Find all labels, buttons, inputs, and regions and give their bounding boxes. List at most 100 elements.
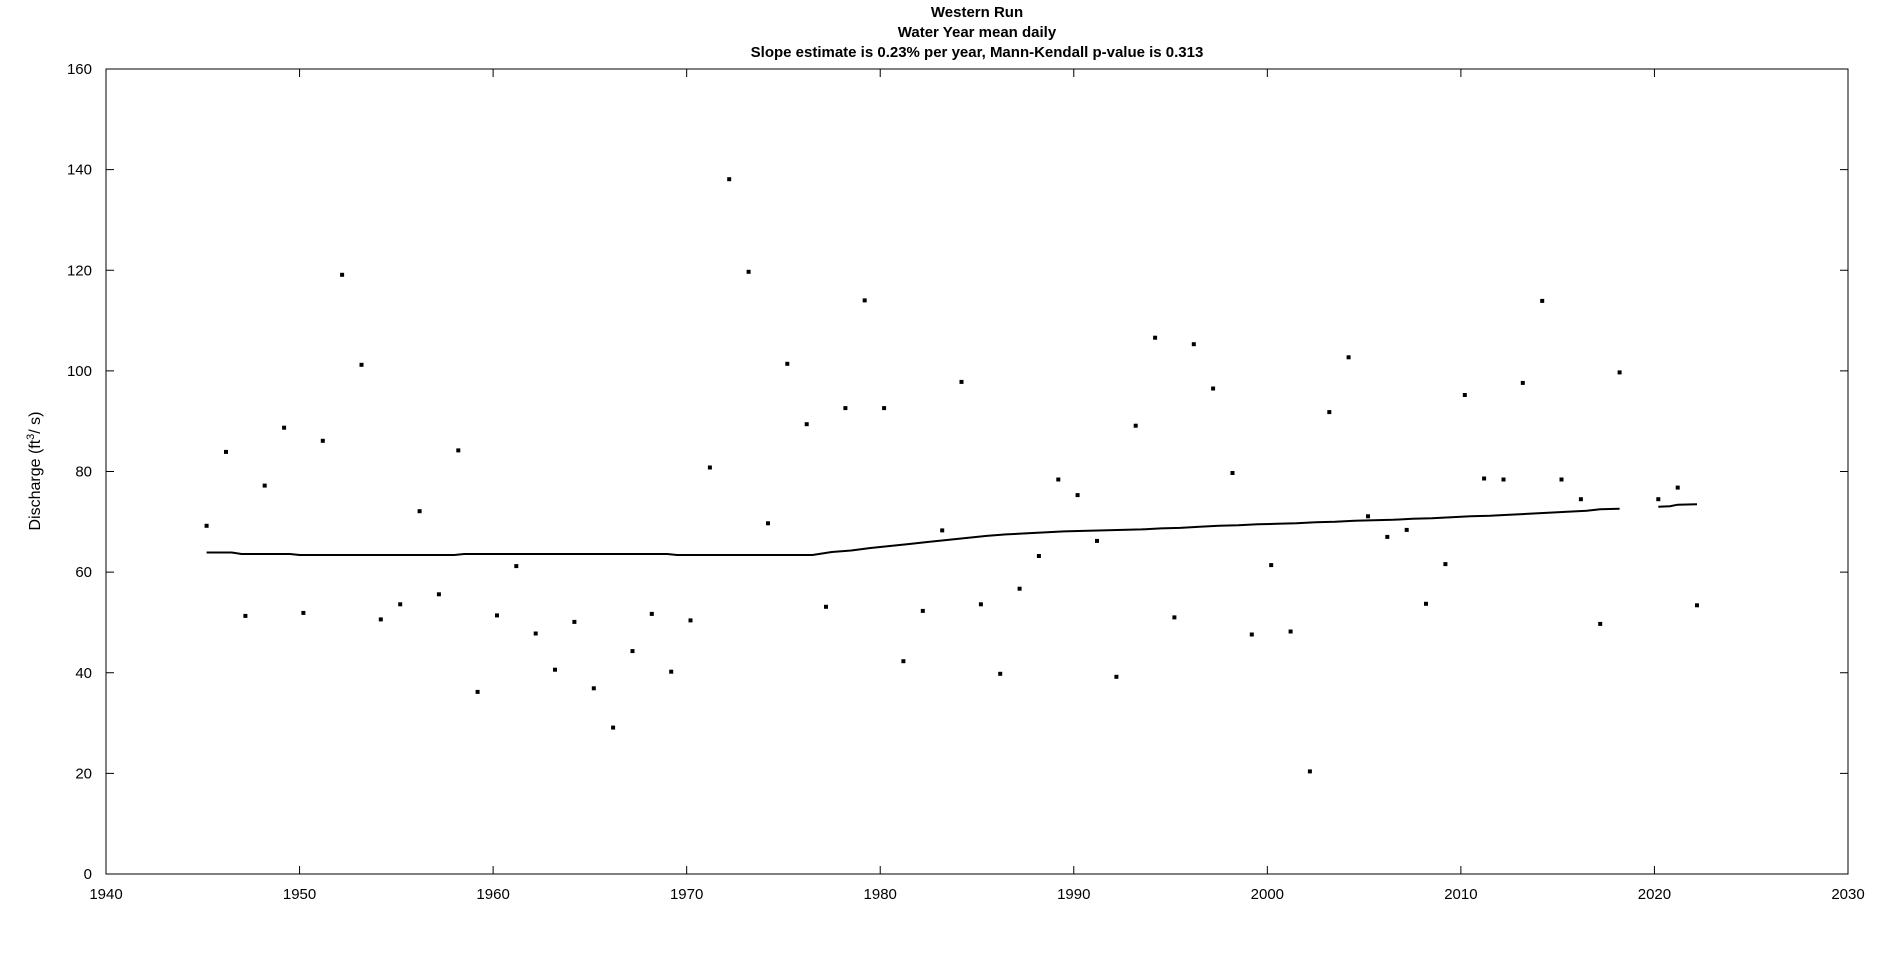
- data-point: [456, 448, 461, 453]
- data-point: [959, 379, 964, 384]
- data-point: [1443, 562, 1448, 567]
- data-point: [669, 669, 674, 674]
- x-axis: 1940 1950 1960 1970 1980 1990 2000 2010 2020 2030: [89, 69, 1865, 903]
- x-tick-label: 1980: [864, 886, 897, 903]
- data-point: [1307, 769, 1312, 774]
- data-point: [243, 613, 248, 618]
- data-point: [204, 523, 209, 528]
- data-point: [978, 602, 983, 607]
- y-tick-label: 60: [75, 564, 92, 581]
- y-tick-label: 100: [67, 363, 92, 380]
- data-point: [1617, 370, 1622, 375]
- y-tick-label: 80: [75, 464, 92, 481]
- data-point: [1501, 477, 1506, 482]
- y-tick-label: 160: [67, 61, 92, 78]
- data-point: [1056, 477, 1061, 482]
- data-point: [1482, 476, 1487, 481]
- x-tick-label: 1950: [283, 886, 316, 903]
- data-point: [533, 631, 538, 636]
- data-point: [1540, 298, 1545, 303]
- plot-frame: [105, 68, 1849, 875]
- data-point: [475, 689, 480, 694]
- data-point: [436, 592, 441, 597]
- data-point: [1404, 527, 1409, 532]
- data-point: [746, 269, 751, 274]
- data-point: [901, 659, 906, 664]
- data-point: [398, 602, 403, 607]
- data-point: [1075, 493, 1080, 498]
- data-point: [378, 617, 383, 622]
- chart-title: Western Run: [931, 4, 1023, 21]
- x-tick-label: 1960: [476, 886, 509, 903]
- data-point: [1559, 477, 1564, 482]
- data-point: [1269, 563, 1274, 568]
- data-point: [707, 465, 712, 470]
- data-point: [1095, 538, 1099, 543]
- data-points: [204, 177, 1699, 774]
- data-point: [1675, 485, 1680, 490]
- data-point: [1249, 632, 1254, 637]
- chart-annotation: Slope estimate is 0.23% per year, Mann-K…: [751, 44, 1204, 61]
- data-point: [1288, 629, 1293, 634]
- data-point: [804, 422, 809, 427]
- data-point: [862, 298, 867, 303]
- data-point: [1385, 534, 1390, 539]
- data-point: [301, 610, 306, 615]
- data-point: [224, 449, 228, 454]
- data-point: [940, 528, 945, 533]
- y-axis-label-suffix: / s): [27, 411, 44, 433]
- data-point: [262, 483, 267, 488]
- data-point: [1211, 386, 1216, 391]
- data-point: [417, 509, 422, 514]
- trend-lines: [206, 503, 1698, 556]
- data-point: [1424, 601, 1428, 606]
- data-point: [920, 608, 925, 613]
- trend-line: [1658, 503, 1698, 508]
- x-tick-label: 2030: [1831, 886, 1864, 903]
- y-tick-label: 0: [84, 866, 92, 883]
- data-point: [1172, 615, 1177, 620]
- y-axis-label-superscript: 3: [25, 434, 37, 440]
- data-point: [611, 725, 616, 730]
- data-point: [766, 521, 770, 526]
- data-point: [882, 406, 887, 411]
- data-point: [282, 425, 287, 430]
- data-point: [572, 619, 577, 624]
- data-point: [824, 604, 828, 609]
- y-tick-label: 120: [67, 262, 92, 279]
- x-tick-label: 2000: [1251, 886, 1284, 903]
- data-point: [514, 564, 519, 569]
- data-point: [1346, 355, 1351, 360]
- data-point: [1191, 342, 1196, 347]
- data-point: [1520, 380, 1525, 385]
- data-point: [320, 438, 325, 443]
- data-point: [495, 613, 499, 618]
- y-tick-label: 40: [75, 665, 92, 682]
- data-point: [727, 177, 732, 182]
- chart-subtitle: Water Year mean daily: [898, 24, 1057, 41]
- data-point: [688, 618, 693, 623]
- data-point: [1133, 423, 1138, 428]
- data-point: [1598, 621, 1603, 626]
- data-point: [1017, 586, 1022, 591]
- x-tick-label: 1940: [89, 886, 122, 903]
- data-point: [1114, 674, 1119, 679]
- data-point: [591, 686, 596, 691]
- x-tick-label: 1990: [1057, 886, 1090, 903]
- data-point: [1036, 554, 1041, 558]
- data-point: [1230, 471, 1235, 475]
- y-axis: 0 20 40 60 80 100 120 140 160: [67, 61, 1848, 883]
- data-point: [1153, 335, 1158, 340]
- x-tick-label: 2020: [1638, 886, 1671, 903]
- data-point: [1578, 497, 1583, 502]
- data-point: [553, 667, 557, 672]
- data-point: [1462, 393, 1467, 397]
- data-point: [785, 361, 790, 366]
- data-point: [1366, 514, 1370, 519]
- data-point: [843, 406, 848, 411]
- data-point: [1327, 410, 1332, 415]
- y-tick-label: 20: [75, 765, 92, 782]
- data-point: [998, 671, 1003, 676]
- data-point: [359, 362, 364, 367]
